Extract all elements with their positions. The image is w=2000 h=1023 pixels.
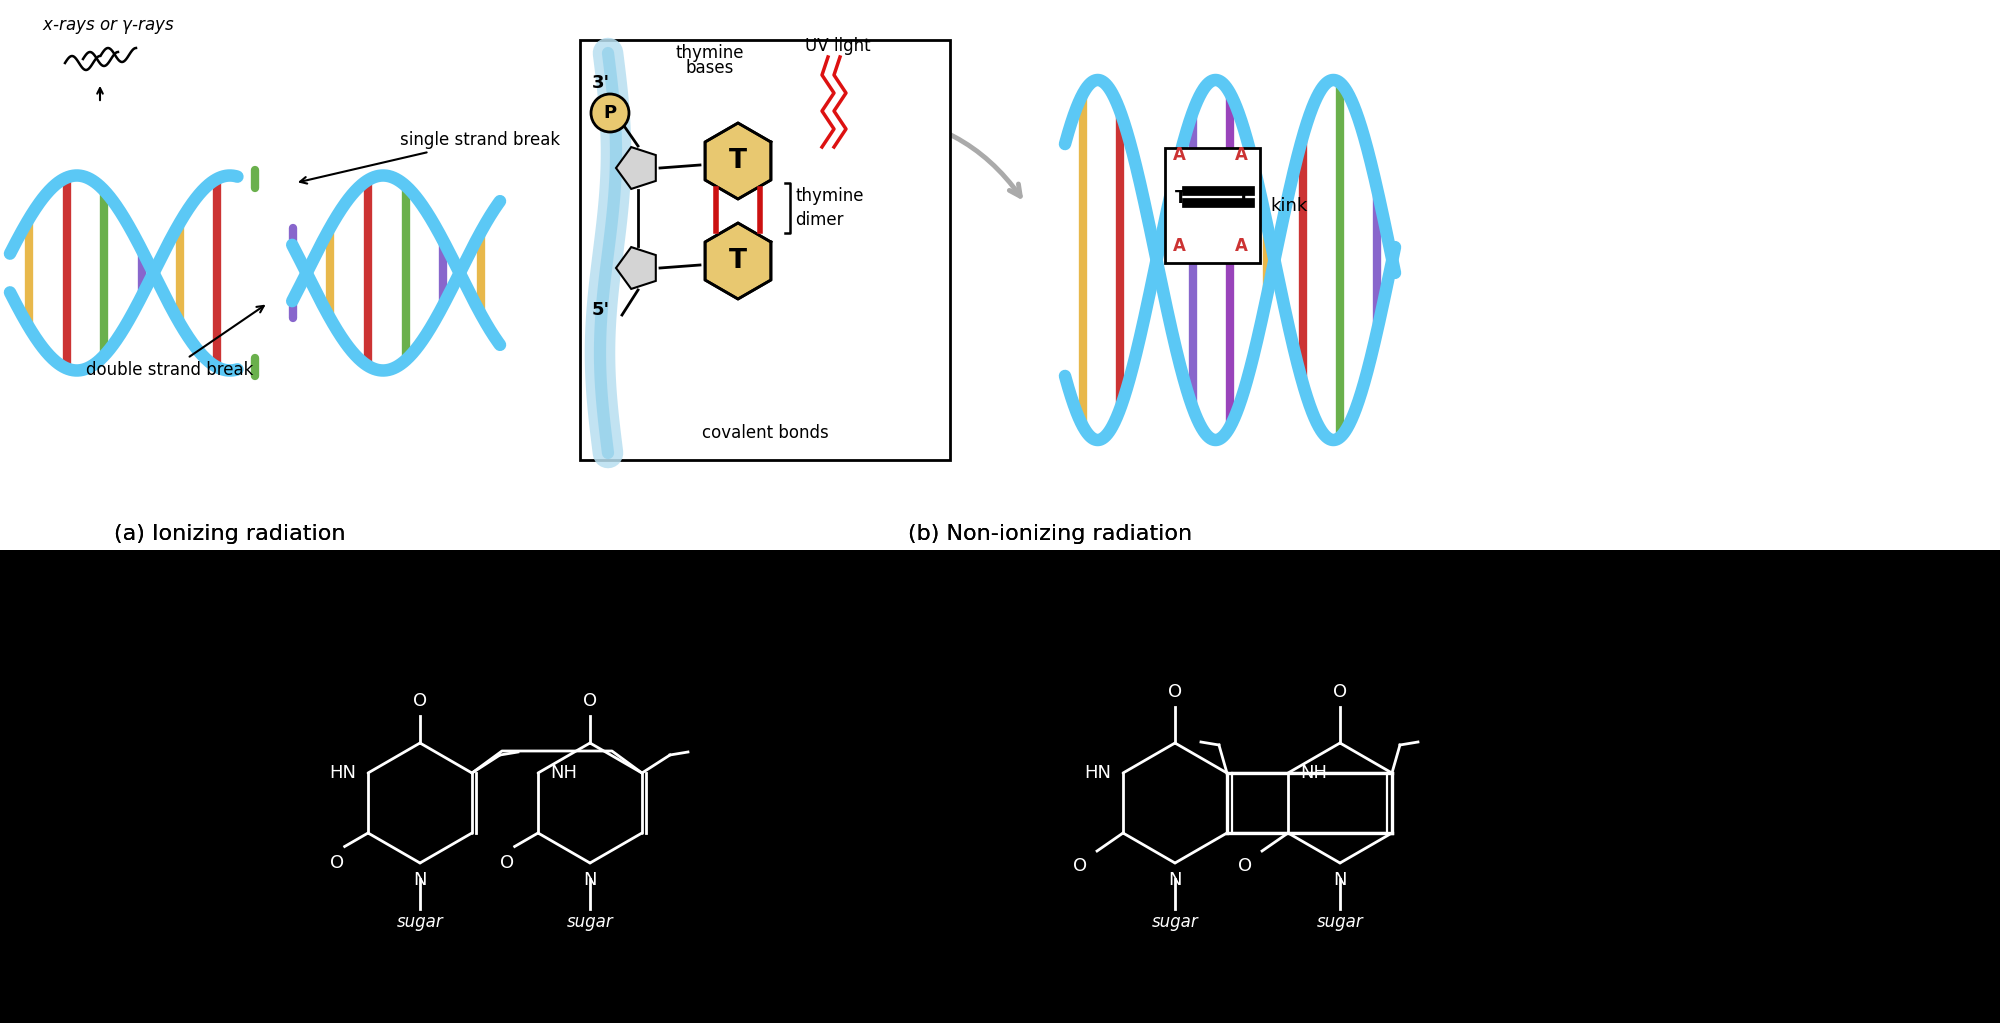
Text: O: O [500,854,514,873]
Circle shape [592,94,628,132]
Text: T: T [1238,189,1250,207]
Text: A: A [1236,237,1248,255]
Text: T: T [1176,189,1186,207]
Text: O: O [1168,683,1182,701]
Text: NH: NH [550,764,578,782]
Text: sugar: sugar [396,913,444,931]
Text: (a) Ionizing radiation: (a) Ionizing radiation [114,524,346,544]
Text: kink: kink [1270,197,1308,215]
Text: HN: HN [330,764,356,782]
Text: bases: bases [686,59,734,77]
Text: thymine
dimer: thymine dimer [796,187,864,229]
Bar [580,40,950,460]
Text: double strand break: double strand break [86,306,264,379]
Text: N: N [414,871,426,889]
Text: N: N [584,871,596,889]
Text: P: P [604,104,616,122]
Text: O: O [412,692,428,710]
Text: (b) Non-ionizing radiation: (b) Non-ionizing radiation [908,524,1192,544]
Text: sugar: sugar [566,913,614,931]
Text: A: A [1172,146,1186,164]
Text: $x$-rays or $\gamma$-rays: $x$-rays or $\gamma$-rays [42,17,174,36]
Text: thymine: thymine [676,44,744,62]
Text: sugar: sugar [1152,913,1198,931]
Text: A: A [1172,237,1186,255]
Polygon shape [706,223,770,299]
Bar [1164,148,1260,263]
Text: O: O [1072,857,1088,875]
Text: HN: HN [1084,764,1112,782]
Text: 3': 3' [592,74,610,92]
Polygon shape [616,248,656,288]
Text: A: A [1236,146,1248,164]
Text: NH: NH [1300,764,1328,782]
Text: T: T [728,148,748,174]
Text: (b) Non-ionizing radiation: (b) Non-ionizing radiation [908,524,1192,544]
Text: N: N [1334,871,1346,889]
Text: single strand break: single strand break [300,131,560,183]
Text: O: O [1238,857,1252,875]
Bar [0,550,2000,1023]
Text: O: O [1332,683,1348,701]
Polygon shape [706,123,770,199]
Text: (a) Ionizing radiation: (a) Ionizing radiation [114,524,346,544]
Text: UV light: UV light [806,37,870,55]
Polygon shape [616,147,656,189]
Text: 5': 5' [592,301,610,319]
Text: O: O [330,854,344,873]
Text: T: T [728,248,748,274]
Text: O: O [582,692,598,710]
Text: covalent bonds: covalent bonds [702,424,828,442]
Bar [0,0,2000,550]
Text: N: N [1168,871,1182,889]
Text: sugar: sugar [1316,913,1364,931]
